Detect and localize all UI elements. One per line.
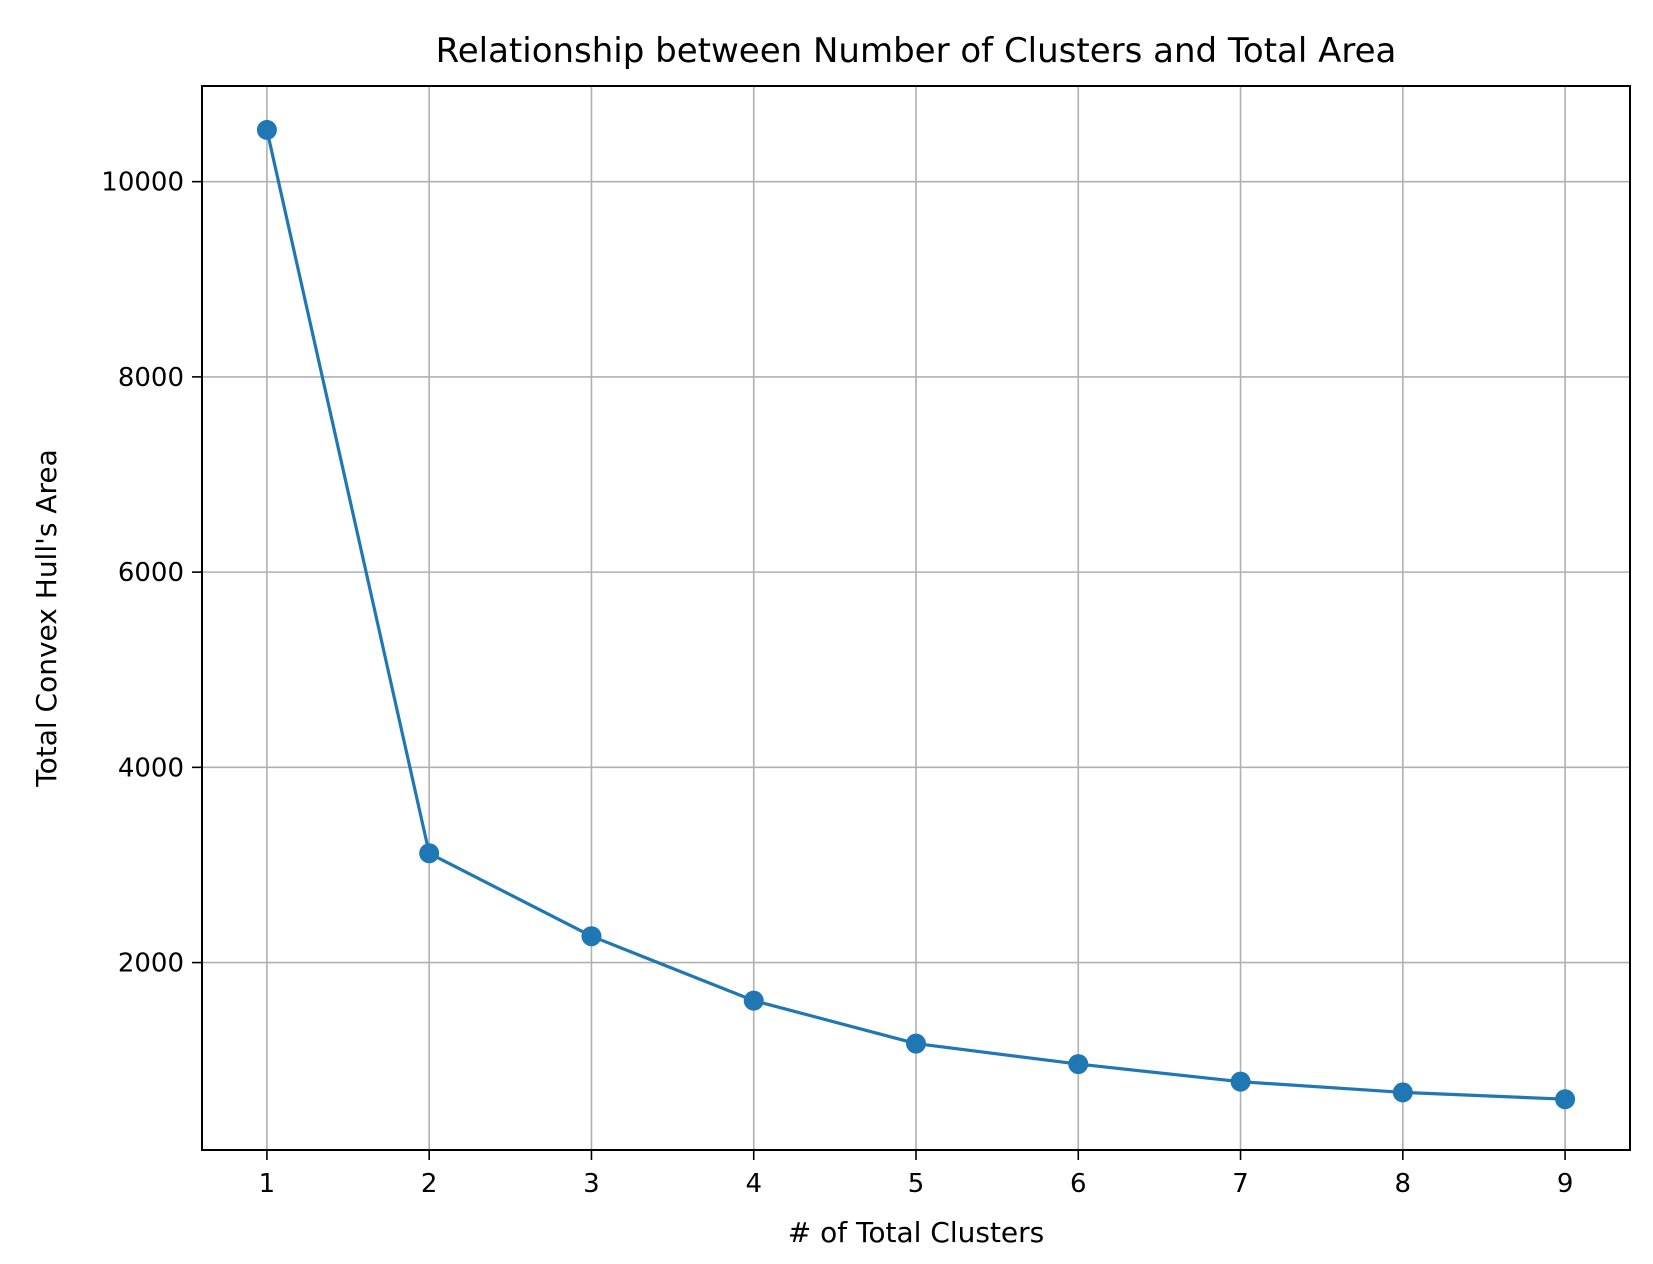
chart-title: Relationship between Number of Clusters … — [436, 31, 1397, 71]
x-tick-label: 5 — [908, 1169, 925, 1199]
y-axis-label: Total Convex Hull's Area — [30, 449, 63, 787]
data-point — [419, 843, 440, 864]
y-axis-ticks: 2000 4000 6000 8000 10000 — [101, 168, 202, 979]
data-point — [256, 119, 277, 140]
series-layer — [256, 119, 1576, 1110]
x-axis-label: # of Total Clusters — [788, 1216, 1045, 1249]
x-tick-label: 9 — [1557, 1169, 1574, 1199]
x-tick-label: 2 — [421, 1169, 438, 1199]
x-tick-label: 6 — [1070, 1169, 1087, 1199]
data-point — [1068, 1054, 1089, 1075]
y-tick-label: 6000 — [118, 558, 184, 588]
x-axis-ticks: 1 2 3 4 5 6 7 8 9 — [259, 1150, 1574, 1199]
data-point — [906, 1033, 926, 1054]
data-point — [743, 990, 764, 1011]
data-point — [1555, 1089, 1576, 1110]
x-tick-label: 4 — [745, 1169, 762, 1199]
data-point — [1230, 1071, 1251, 1092]
x-tick-label: 3 — [583, 1169, 600, 1199]
data-point — [581, 926, 602, 947]
x-tick-label: 1 — [259, 1169, 276, 1199]
x-tick-label: 8 — [1395, 1169, 1412, 1199]
y-tick-label: 10000 — [101, 168, 184, 198]
y-tick-label: 2000 — [118, 949, 184, 979]
x-tick-label: 7 — [1232, 1169, 1249, 1199]
grid — [202, 86, 1630, 1150]
y-tick-label: 8000 — [118, 363, 184, 393]
y-tick-label: 4000 — [118, 753, 184, 783]
data-point — [1392, 1082, 1413, 1103]
